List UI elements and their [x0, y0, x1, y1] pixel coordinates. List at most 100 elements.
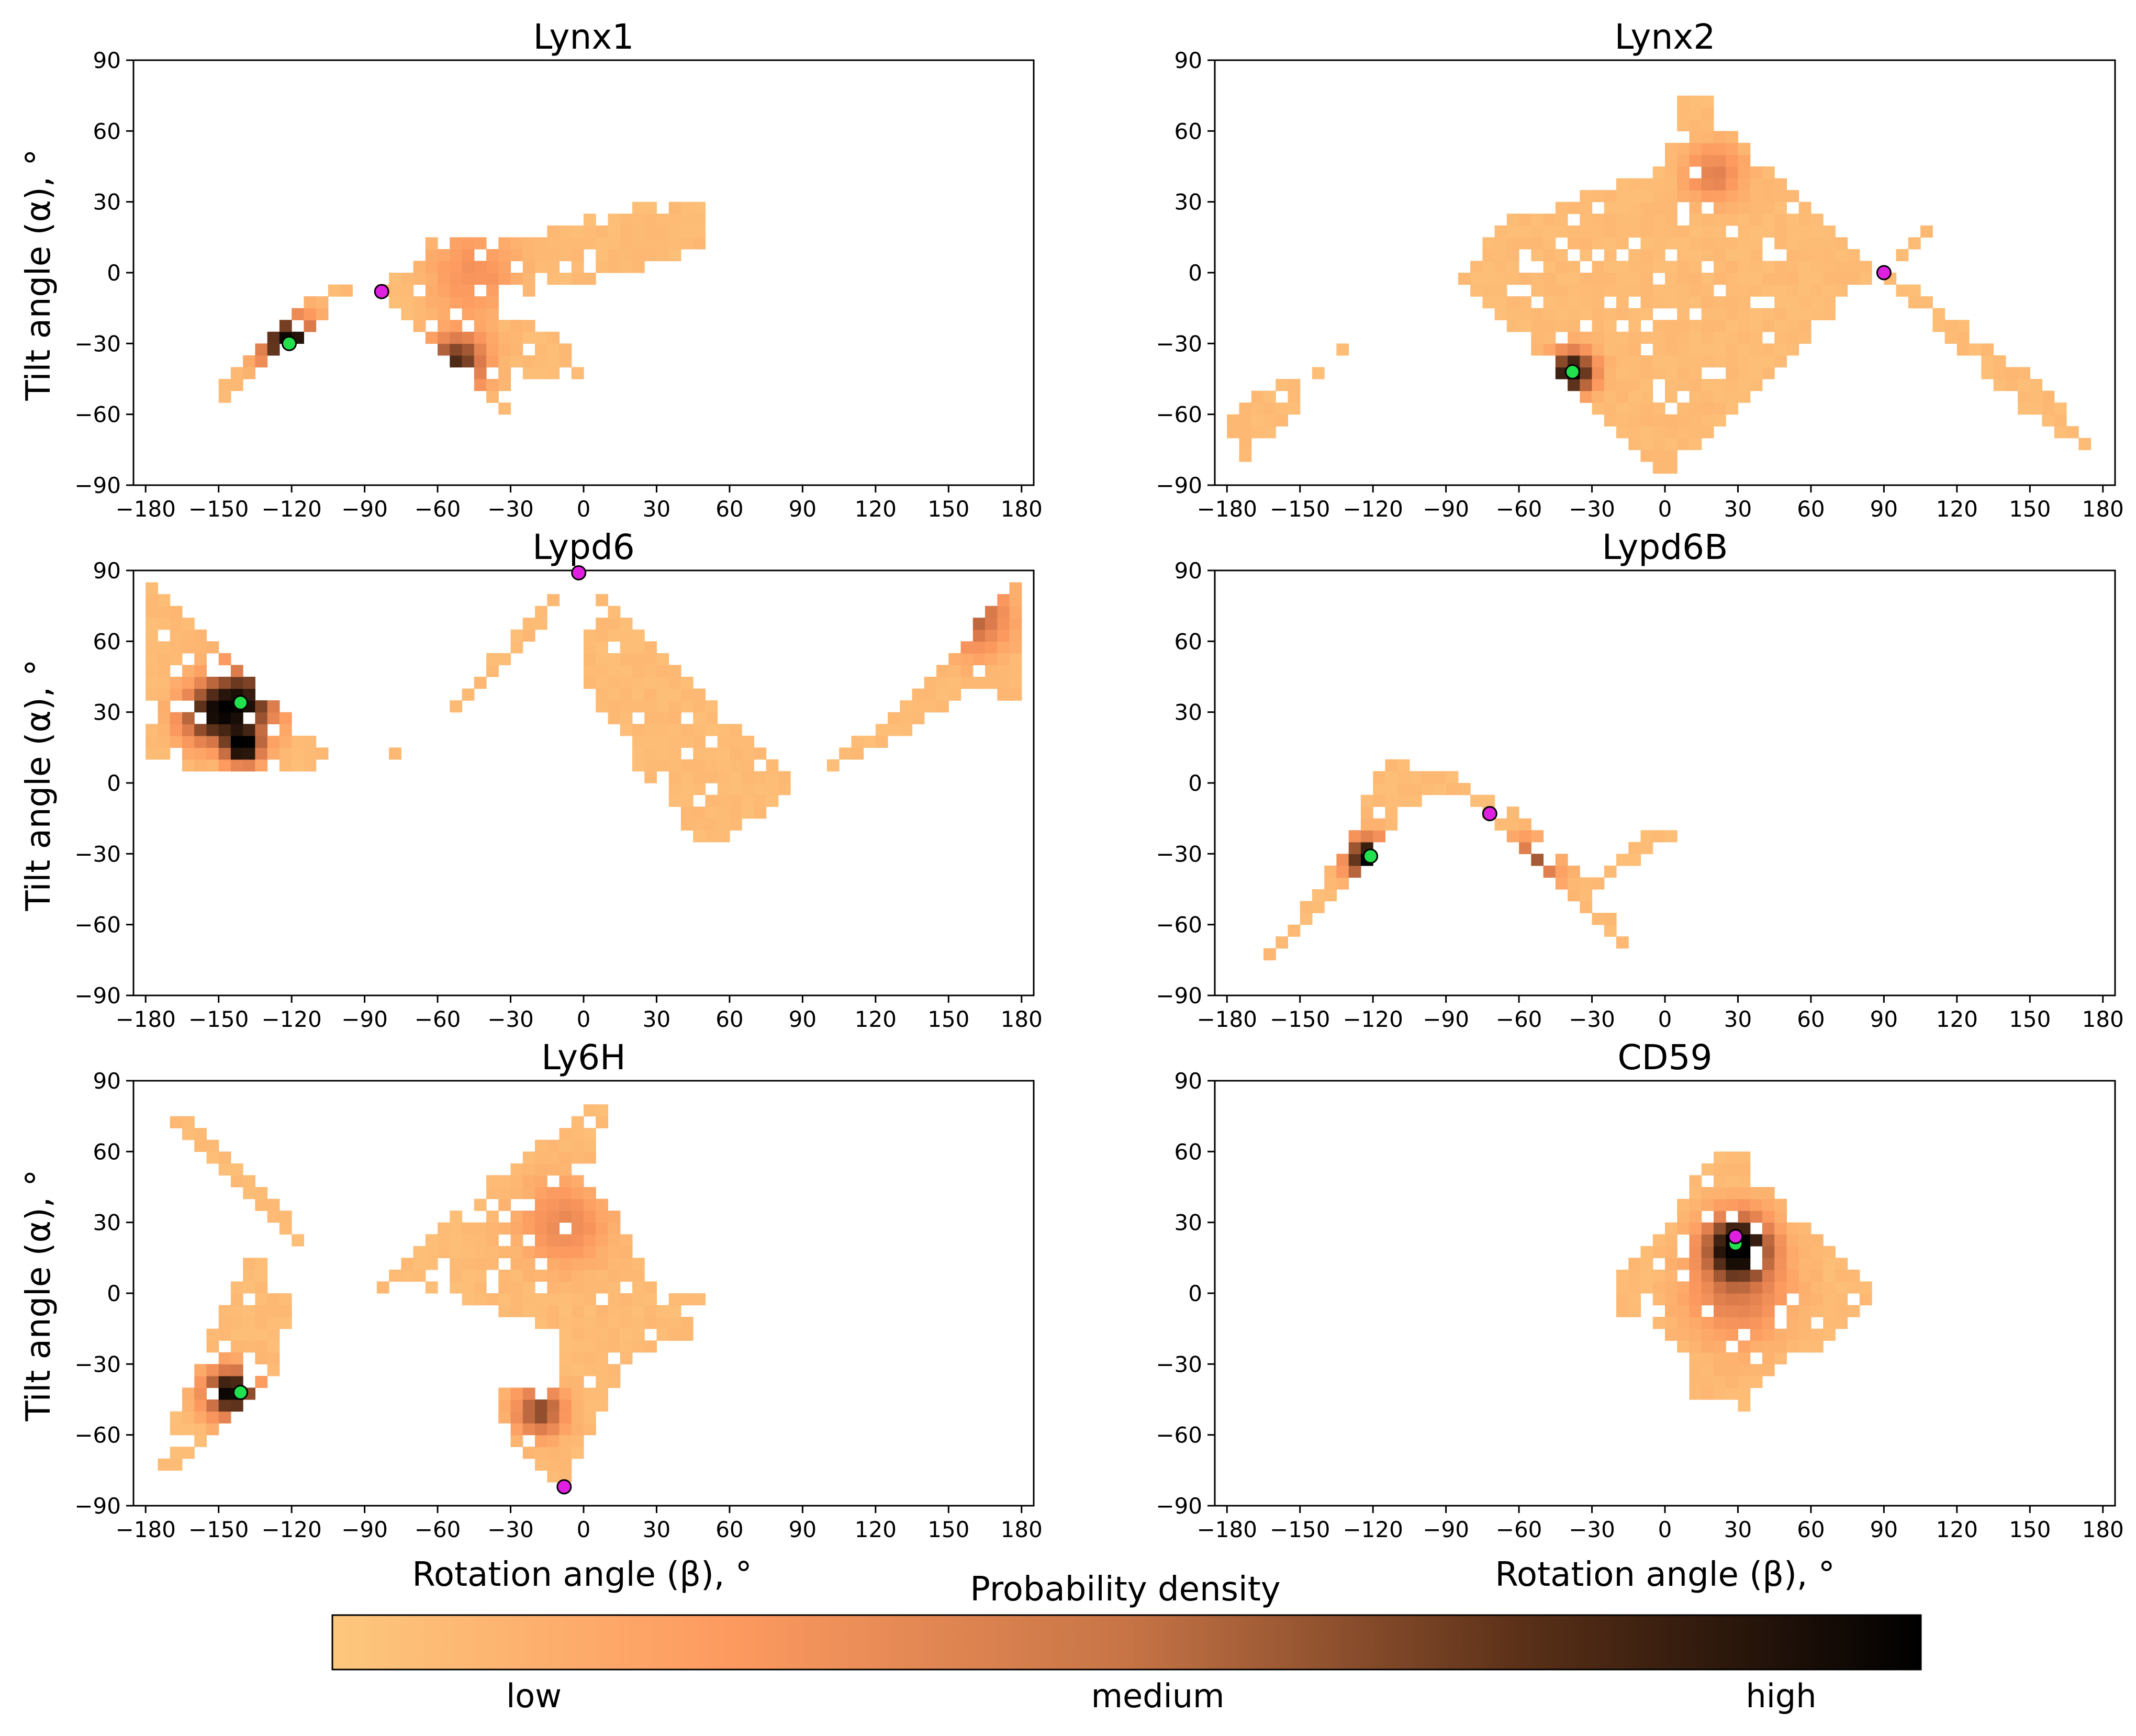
heatmap-cell: [1714, 1305, 1726, 1317]
heatmap-cell: [571, 1375, 584, 1388]
x-axis-label-right: Rotation angle (β), °: [1495, 1555, 1835, 1594]
heatmap-cell: [1786, 284, 1799, 297]
heatmap-cell: [1726, 1328, 1738, 1341]
heatmap-cell: [1738, 379, 1751, 391]
heatmap-cell: [1604, 190, 1617, 203]
y-tick-label: −30: [1156, 1351, 1202, 1377]
heatmap-cell: [1750, 308, 1763, 320]
heatmap-cell: [1580, 877, 1593, 890]
heatmap-cell: [559, 1364, 572, 1376]
heatmap-cell: [194, 1435, 207, 1447]
heatmap-cell: [1665, 201, 1678, 214]
magenta-marker: [374, 284, 389, 299]
heatmap-cell: [1409, 794, 1422, 807]
heatmap-cell: [401, 273, 414, 285]
y-tick-label: 0: [107, 1281, 121, 1306]
heatmap-cell: [1726, 284, 1738, 297]
heatmap-cell: [571, 273, 584, 285]
heatmap-cell: [1300, 913, 1313, 925]
heatmap-cell: [1640, 308, 1653, 320]
heatmap-cell: [547, 261, 560, 273]
heatmap-cell: [1823, 1269, 1836, 1282]
x-tick-label: −120: [1343, 496, 1403, 522]
heatmap-cell: [1506, 296, 1519, 309]
heatmap-cell: [1470, 273, 1483, 285]
heatmap-cell: [632, 688, 645, 701]
heatmap-cell: [1519, 296, 1531, 309]
heatmap-cell: [510, 1246, 523, 1258]
heatmap-cell: [255, 1199, 268, 1211]
heatmap-cell: [1714, 343, 1726, 356]
heatmap-cell: [1689, 1234, 1702, 1247]
heatmap-cell: [1531, 343, 1544, 356]
heatmap-cell: [766, 771, 779, 783]
heatmap-cell: [1276, 936, 1288, 949]
heatmap-cell: [1835, 284, 1848, 297]
heatmap-cell: [1774, 1269, 1787, 1282]
heatmap-cell: [1798, 1258, 1811, 1270]
heatmap-cell: [632, 677, 645, 689]
heatmap-cell: [292, 747, 304, 760]
heatmap-cell: [510, 1305, 523, 1317]
heatmap-cell: [522, 1293, 535, 1306]
heatmap-cell: [1786, 343, 1799, 356]
heatmap-cell: [596, 653, 608, 666]
heatmap-cell: [218, 747, 231, 760]
heatmap-cell: [206, 759, 219, 772]
heatmap-cell: [1628, 402, 1641, 415]
heatmap-cell: [584, 1364, 596, 1376]
heatmap-cells: [1227, 95, 2092, 474]
heatmap-cell: [1506, 249, 1519, 262]
heatmap-cell: [620, 688, 633, 701]
heatmap-cell: [1506, 320, 1519, 332]
heatmap-cell: [243, 724, 255, 736]
heatmap-cell: [1604, 261, 1617, 273]
heatmap-cell: [1506, 273, 1519, 285]
heatmap-cell: [510, 641, 523, 654]
x-tick-label: −30: [1569, 1006, 1615, 1032]
heatmap-cell: [438, 1234, 450, 1247]
y-tick-label: −90: [1156, 983, 1202, 1009]
heatmap-cell: [608, 1269, 621, 1282]
heatmap-cell: [450, 1234, 463, 1247]
y-tick-label: −30: [1156, 331, 1202, 356]
x-tick-label: −150: [188, 496, 249, 522]
heatmap-cell: [1568, 308, 1580, 320]
heatmap-cell: [1640, 1281, 1653, 1294]
heatmap-cell: [547, 1269, 560, 1282]
heatmap-cell: [608, 1340, 621, 1353]
heatmap-cell: [1701, 1269, 1714, 1282]
heatmap-cell: [316, 747, 329, 760]
heatmap-cell: [985, 665, 998, 677]
heatmap-cell: [948, 688, 961, 701]
heatmap-cell: [1677, 320, 1690, 332]
heatmap-cell: [243, 367, 255, 379]
heatmap-cell: [693, 771, 706, 783]
heatmap-cell: [1288, 390, 1301, 403]
heatmap-cell: [462, 237, 475, 250]
heatmap-cell: [230, 1175, 243, 1188]
heatmap-cell: [754, 807, 767, 819]
heatmap-cell: [146, 747, 158, 760]
heatmap-cell: [182, 677, 195, 689]
heatmap-cell: [1628, 214, 1641, 226]
heatmap-cell: [535, 1163, 547, 1176]
heatmap-cell: [1336, 343, 1349, 356]
heatmap-cell: [1677, 119, 1690, 131]
heatmap-cell: [1762, 1258, 1775, 1270]
heatmap-cell: [1786, 249, 1799, 262]
heatmap-cell: [425, 284, 438, 297]
heatmap-cell: [535, 606, 547, 618]
heatmap-cell: [206, 1151, 219, 1164]
heatmap-cell: [182, 735, 195, 748]
heatmap-cell: [1847, 261, 1860, 273]
heatmap-cell: [620, 1305, 633, 1317]
heatmap-cell: [401, 296, 414, 309]
heatmap-cell: [255, 1352, 268, 1364]
heatmap-cell: [1543, 320, 1556, 332]
heatmap-cell: [413, 308, 426, 320]
heatmap-cell: [620, 225, 633, 238]
heatmap-cell: [182, 1447, 195, 1459]
heatmap-cell: [218, 1317, 231, 1329]
heatmap-cell: [1665, 296, 1678, 309]
